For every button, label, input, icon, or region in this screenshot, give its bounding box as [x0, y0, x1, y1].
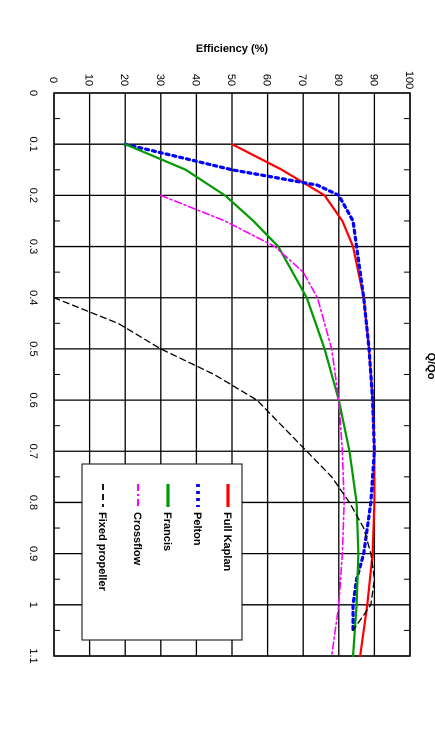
y-tick-label: 100 [403, 71, 415, 89]
x-tick-label: 0.7 [27, 444, 39, 459]
y-tick-label: 40 [189, 74, 201, 86]
x-tick-label: 0.1 [27, 137, 39, 152]
x-tick-label: 0.6 [27, 392, 39, 407]
legend-label-full-kaplan: Full Kaplan [221, 512, 233, 572]
legend-label-crossflow: Crossflow [131, 512, 143, 566]
legend-box [81, 463, 243, 641]
y-tick-label: 80 [332, 74, 344, 86]
series-line-pelton [123, 142, 376, 633]
y-tick-label: 0 [47, 77, 59, 83]
legend-label-pelton: Pelton [191, 512, 203, 546]
y-tick-label: 30 [154, 74, 166, 86]
y-tick-label: 10 [83, 74, 95, 86]
x-tick-label: 0.2 [27, 188, 39, 203]
x-tick-label: 0.5 [27, 341, 39, 356]
legend-label-fixed-propeller: Fixed propeller [96, 512, 108, 592]
x-tick-label: 0.8 [27, 495, 39, 510]
data-series [53, 142, 376, 658]
series-line-crossflow [160, 194, 345, 657]
y-tick-label: 60 [261, 74, 273, 86]
x-tick-label: 0 [27, 90, 39, 96]
y-tick-label: 20 [118, 74, 130, 86]
x-tick-label: 0.9 [27, 546, 39, 561]
x-tick-label: 1.1 [27, 648, 39, 663]
x-tick-label: 1 [27, 602, 39, 608]
x-axis-title: Q/Qo [425, 353, 435, 380]
y-tick-label: 70 [296, 74, 308, 86]
y-tick-label: 50 [225, 74, 237, 86]
x-tick-label: 0.3 [27, 239, 39, 254]
series-line-francis [124, 143, 360, 658]
legend-label-francis: Francis [161, 512, 173, 551]
legend: Full Kaplan Pelton Francis Crossflow Fixed p… [81, 463, 243, 641]
y-axis-title: Efficiency (%) [196, 43, 268, 55]
x-tick-label: 0.4 [27, 290, 39, 305]
tick-labels: 0 10 20 30 40 50 60 70 80 90 100 0 0.1 0.2 0.3 0.4 0.5 0.… [27, 71, 415, 664]
y-tick-label: 90 [367, 74, 379, 86]
series-line-fixed-propeller [53, 297, 376, 632]
